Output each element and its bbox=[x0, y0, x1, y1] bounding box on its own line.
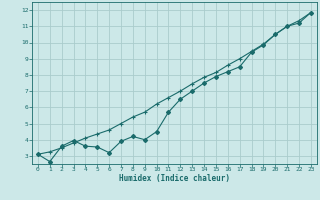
X-axis label: Humidex (Indice chaleur): Humidex (Indice chaleur) bbox=[119, 174, 230, 183]
